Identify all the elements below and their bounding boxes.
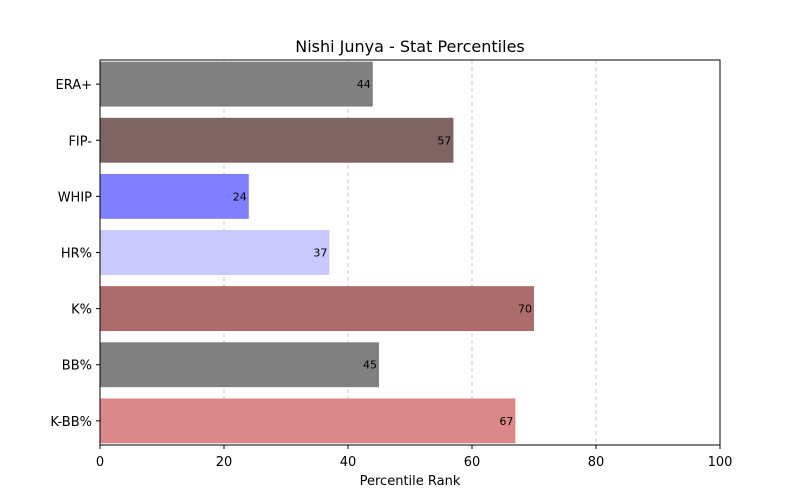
bar-value-label: 57 — [437, 134, 451, 147]
x-axis-label: Percentile Rank — [360, 474, 461, 489]
x-axis-ticks: 0 20 40 60 80 100 — [96, 445, 733, 470]
x-tick-label: 100 — [708, 455, 733, 470]
y-axis-ticks: ERA+ FIP- WHIP HR% K% BB% K-BB% — [50, 78, 100, 430]
bar — [100, 117, 454, 163]
x-tick-label: 40 — [340, 455, 357, 470]
y-tick-label: HR% — [61, 246, 92, 261]
bars — [100, 61, 534, 444]
y-tick-label: WHIP — [58, 190, 92, 205]
bar-value-label: 67 — [499, 415, 513, 428]
bar — [100, 398, 516, 444]
bar — [100, 173, 249, 219]
x-tick-label: 0 — [96, 455, 104, 470]
y-tick-label: K% — [71, 303, 92, 318]
bar-value-label: 24 — [233, 190, 247, 203]
y-tick-label: K-BB% — [50, 415, 92, 430]
y-tick-label: ERA+ — [55, 78, 92, 93]
x-tick-label: 20 — [216, 455, 233, 470]
bar-value-label: 45 — [363, 359, 377, 372]
bar-value-label: 70 — [518, 303, 532, 316]
bar — [100, 286, 534, 332]
bar-value-label: 44 — [357, 78, 371, 91]
data-labels: 44 57 24 37 70 45 67 — [233, 78, 532, 428]
bar — [100, 61, 373, 107]
y-tick-label: FIP- — [68, 134, 92, 149]
bar-value-label: 37 — [313, 246, 327, 259]
x-tick-label: 60 — [464, 455, 481, 470]
bar — [100, 342, 379, 388]
bar — [100, 230, 330, 275]
y-tick-label: BB% — [62, 359, 92, 374]
chart-title: Nishi Junya - Stat Percentiles — [295, 37, 525, 56]
x-tick-label: 80 — [588, 455, 605, 470]
